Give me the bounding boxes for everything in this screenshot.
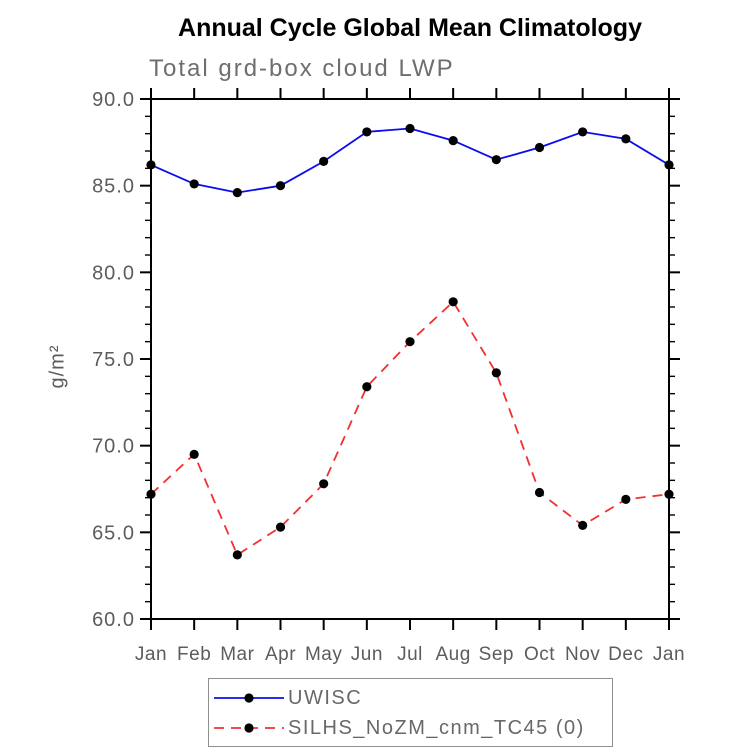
data-point-marker	[534, 487, 545, 498]
data-point-marker	[275, 522, 286, 532]
x-tick-label: Dec	[608, 644, 643, 665]
legend-line-sample-solid	[214, 693, 284, 703]
legend-item-silhs: SILHS_NoZM_cnm_TC45 (0)	[211, 714, 585, 742]
data-point-marker	[578, 520, 588, 531]
data-point-marker	[491, 368, 501, 378]
data-point-marker	[189, 449, 199, 459]
x-tick-label: Jan	[653, 644, 685, 665]
data-point-marker	[146, 489, 156, 499]
data-point-marker	[146, 160, 156, 170]
data-point-marker	[319, 156, 329, 166]
data-point-marker	[405, 123, 415, 134]
x-tick-label: Jun	[351, 644, 383, 665]
data-point-marker	[189, 179, 199, 189]
y-tick-label: 60.0	[92, 609, 135, 631]
x-tick-label: Oct	[524, 644, 555, 665]
data-point-marker	[664, 160, 674, 170]
data-point-marker	[232, 550, 242, 560]
x-tick-label: May	[305, 644, 342, 665]
data-point-marker	[319, 479, 329, 489]
x-tick-label: Aug	[436, 644, 471, 665]
chart-subtitle: Total grd-box cloud LWP	[149, 55, 455, 82]
data-point-marker	[362, 127, 372, 137]
x-tick-label: Jan	[135, 644, 167, 665]
x-tick-label: Feb	[177, 644, 211, 665]
data-point-marker	[362, 382, 372, 392]
y-tick-label: 70.0	[92, 436, 135, 458]
legend-marker	[244, 723, 254, 733]
data-point-marker	[448, 136, 458, 146]
x-tick-label: Nov	[565, 644, 600, 665]
data-point-marker	[534, 142, 545, 153]
x-tick-label: Sep	[479, 644, 514, 665]
data-point-marker	[232, 188, 242, 198]
legend-line-sample-dashed	[214, 723, 284, 733]
legend-label: UWISC	[288, 686, 363, 709]
data-point-marker	[275, 181, 286, 191]
series-line-0	[150, 127, 670, 194]
data-point-marker	[578, 127, 588, 137]
legend-marker	[244, 693, 254, 703]
data-point-marker	[491, 155, 501, 165]
data-point-marker	[448, 297, 458, 307]
data-point-marker	[405, 337, 415, 347]
y-tick-label: 80.0	[92, 262, 135, 284]
x-tick-label: Apr	[265, 644, 296, 665]
legend-label: SILHS_NoZM_cnm_TC45 (0)	[288, 716, 585, 739]
y-tick-label: 65.0	[92, 522, 135, 544]
x-tick-label: Mar	[220, 644, 254, 665]
y-tick-label: 75.0	[92, 349, 135, 371]
y-tick-label: 90.0	[92, 89, 135, 111]
data-point-marker	[664, 489, 674, 499]
chart-title: Annual Cycle Global Mean Climatology	[178, 14, 642, 42]
x-tick-label: Jul	[397, 644, 423, 665]
y-tick-label: 85.0	[92, 176, 135, 198]
data-point-marker	[621, 494, 631, 504]
plot-frame	[150, 98, 670, 620]
legend-box: UWISC SILHS_NoZM_cnm_TC45 (0)	[208, 678, 613, 747]
legend-item-uwisc: UWISC	[211, 684, 362, 712]
data-point-marker	[621, 134, 631, 144]
